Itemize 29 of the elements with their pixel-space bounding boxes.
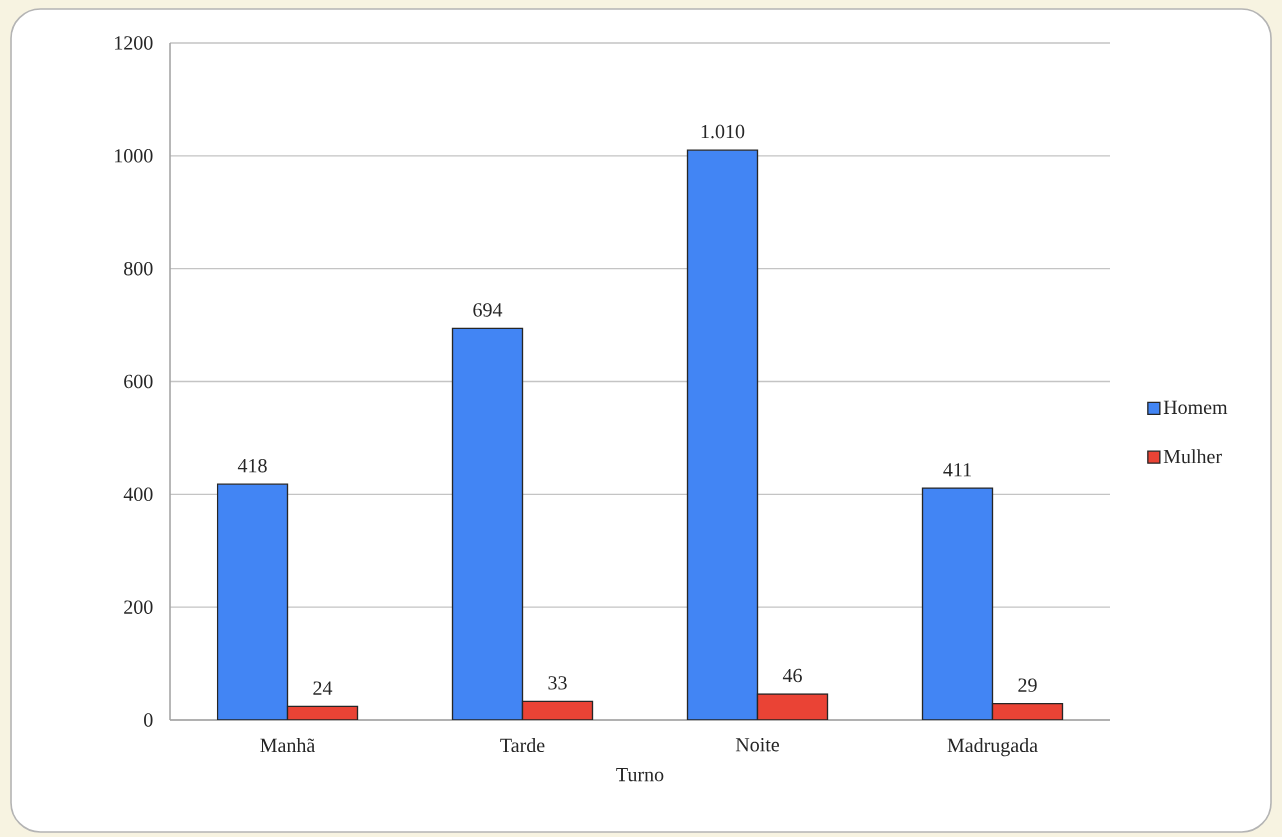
bar — [991, 702, 1064, 720]
x-axis-title: Turno — [616, 768, 664, 782]
y-tick-label: 1200 — [115, 36, 153, 50]
y-tick-label: 0 — [144, 713, 153, 727]
bar — [756, 693, 829, 720]
y-tick-label: 1000 — [115, 149, 153, 163]
data-label: 411 — [943, 463, 971, 477]
data-label: 29 — [1018, 678, 1037, 692]
bar — [216, 483, 289, 720]
data-label: 24 — [313, 681, 333, 695]
data-label: 418 — [237, 458, 267, 473]
y-tick-label: 800 — [124, 261, 153, 276]
y-tick-label: 600 — [124, 374, 153, 389]
x-tick-label: Noite — [735, 738, 780, 752]
bar — [686, 149, 759, 720]
x-tick-label: Manhã — [260, 738, 315, 753]
bar — [451, 327, 524, 720]
data-label: 33 — [548, 676, 567, 690]
x-tick-label: Tarde — [500, 738, 545, 753]
bar — [921, 487, 994, 720]
y-tick-label: 200 — [124, 600, 153, 614]
data-label: 694 — [473, 303, 503, 317]
legend-label: Mulher — [1163, 449, 1222, 464]
x-tick-label: Madrugada — [947, 738, 1038, 757]
data-label: 1.010 — [701, 124, 745, 139]
data-label: 46 — [782, 668, 802, 683]
legend-label: Homem — [1163, 400, 1228, 415]
bar — [521, 700, 594, 720]
y-tick-label: 400 — [123, 487, 153, 502]
